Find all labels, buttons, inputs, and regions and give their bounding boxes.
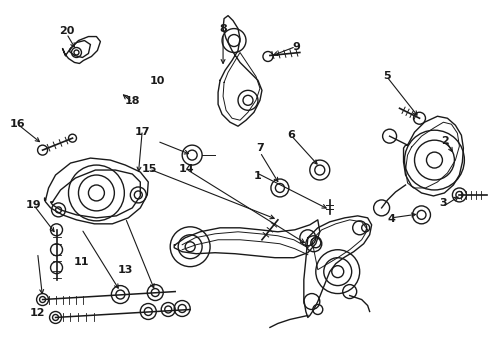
- Text: 8: 8: [219, 24, 227, 35]
- Text: 1: 1: [253, 171, 261, 181]
- Text: 10: 10: [149, 76, 165, 86]
- Text: 20: 20: [59, 26, 74, 36]
- Text: 6: 6: [288, 130, 295, 140]
- Text: 2: 2: [441, 136, 449, 145]
- Text: 14: 14: [178, 164, 194, 174]
- Text: 3: 3: [439, 198, 447, 208]
- Text: 16: 16: [10, 120, 25, 129]
- Text: 15: 15: [142, 164, 157, 174]
- Text: 18: 18: [125, 96, 140, 106]
- Text: 12: 12: [29, 308, 45, 318]
- Text: 5: 5: [383, 71, 391, 81]
- Text: 13: 13: [118, 265, 133, 275]
- Text: 7: 7: [256, 143, 264, 153]
- Text: 11: 11: [74, 257, 89, 267]
- Text: 19: 19: [26, 200, 42, 210]
- Text: 17: 17: [135, 127, 150, 136]
- Text: 9: 9: [293, 42, 300, 51]
- Text: 4: 4: [388, 215, 395, 224]
